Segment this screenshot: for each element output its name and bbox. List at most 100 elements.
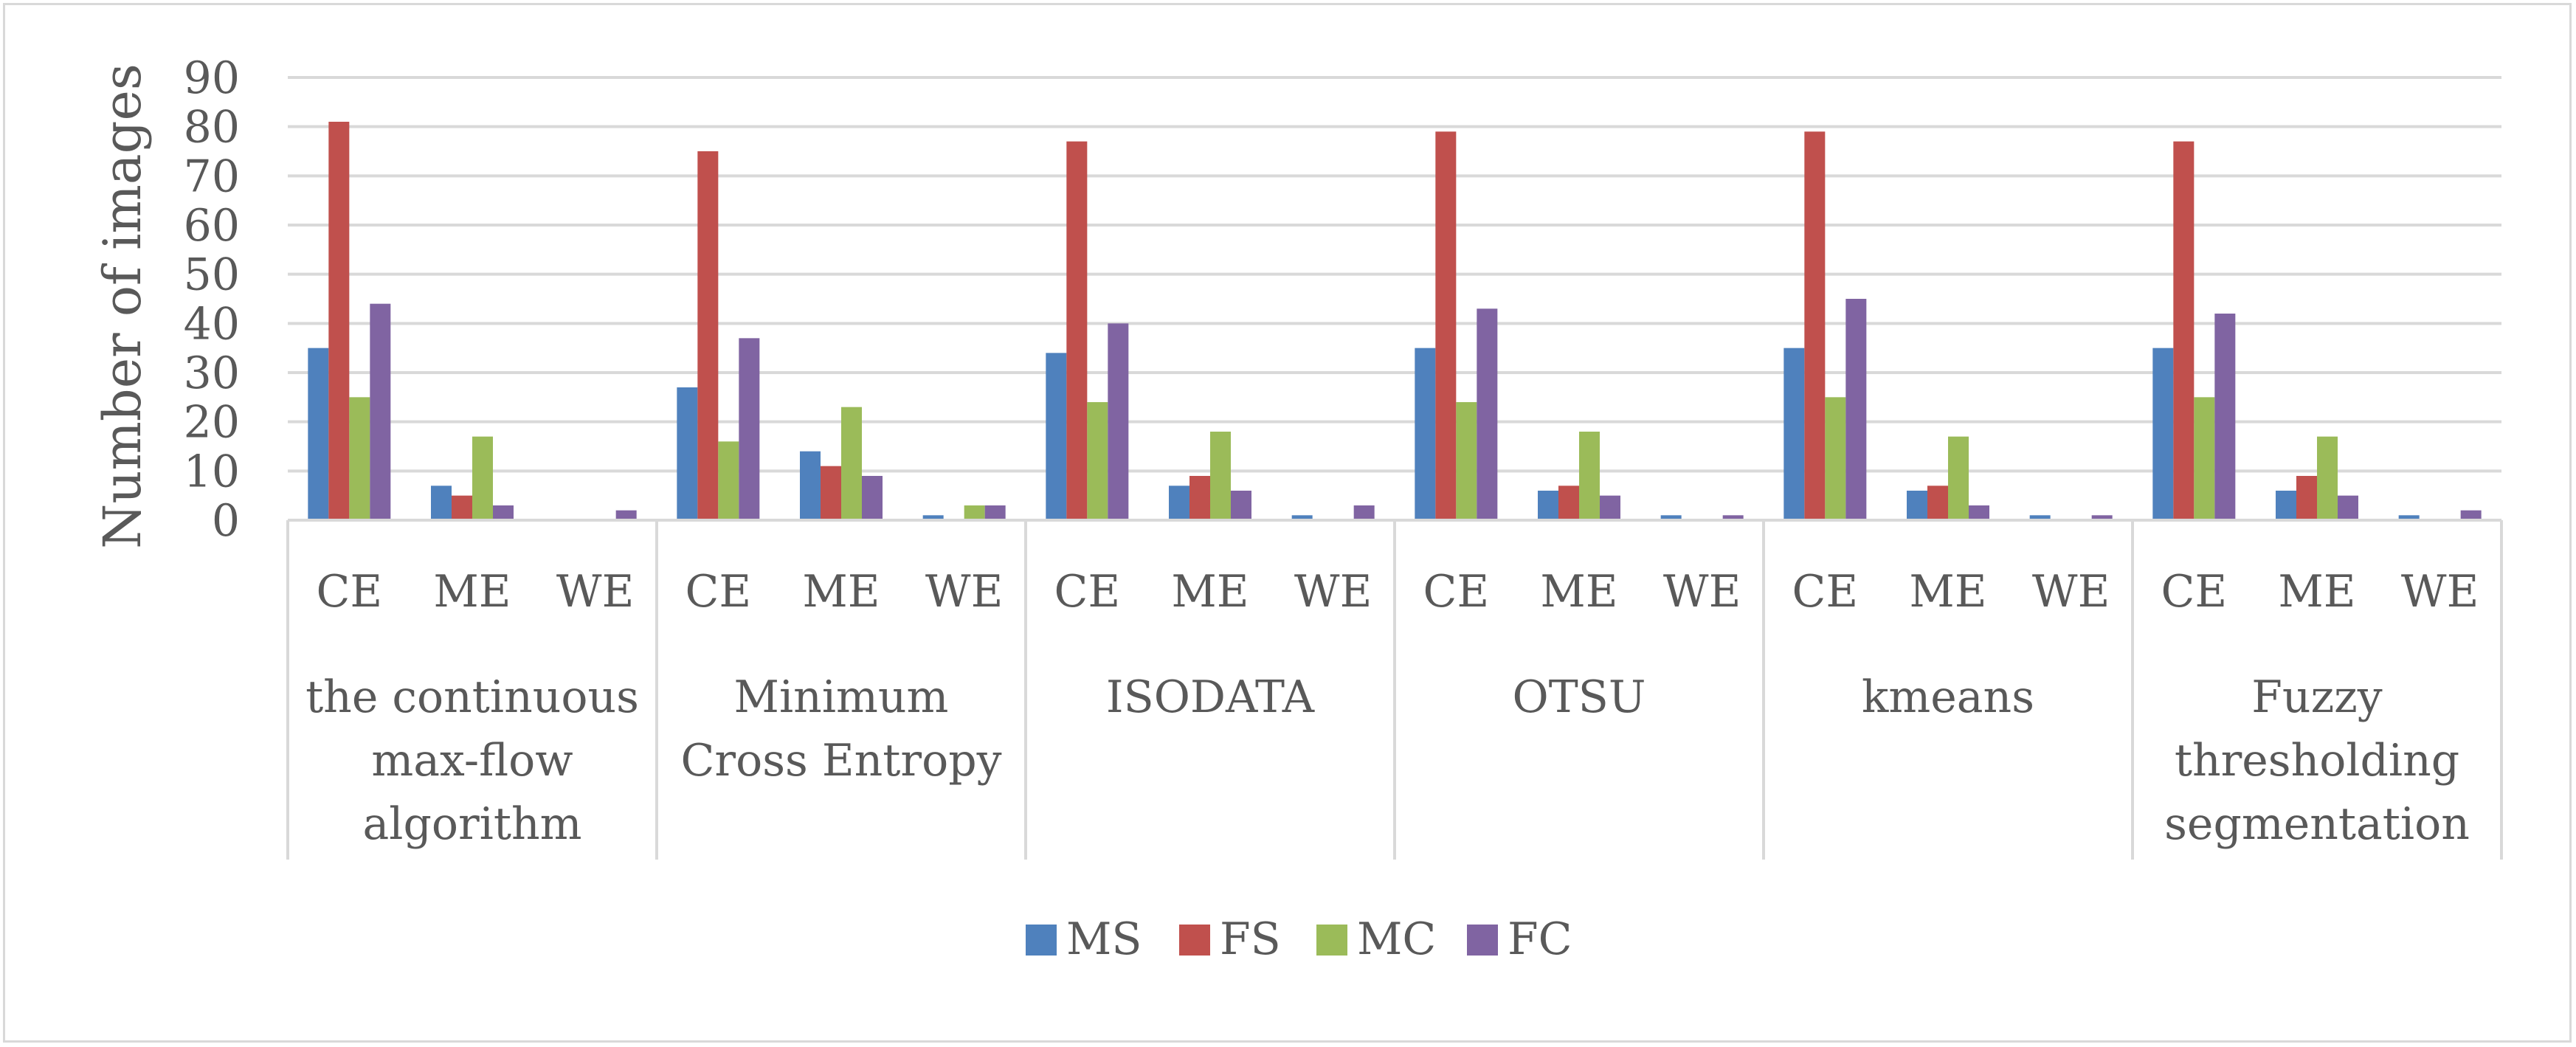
bar-fc-me <box>2338 495 2358 520</box>
bar-ms-me <box>800 451 821 520</box>
bar-fs-ce <box>328 122 350 520</box>
bar-fc-we <box>984 505 1006 520</box>
bar-ms-ce <box>1415 348 1436 520</box>
subcategory-label-we: WE <box>556 566 634 618</box>
y-tick-label-90: 90 <box>184 52 240 104</box>
group-label: Cross Entropy <box>680 735 1001 787</box>
legend-label-mc: MC <box>1357 913 1436 965</box>
subcategory-label-me: ME <box>1909 566 1986 618</box>
legend-swatch-mc <box>1316 925 1347 956</box>
group-label: Minimum <box>734 671 949 723</box>
legend-swatch-fc <box>1467 925 1498 956</box>
bar-ms-ce <box>1046 353 1067 520</box>
bar-ms-we <box>1660 515 1682 520</box>
bar-fc-we <box>1353 505 1375 520</box>
bar-ms-we <box>1291 515 1313 520</box>
bar-fc-we <box>1722 515 1744 520</box>
bar-fs-ce <box>2173 141 2195 520</box>
bar-mc-ce <box>1456 402 1477 520</box>
bar-ms-me <box>1169 486 1189 520</box>
bar-fs-me <box>452 495 472 520</box>
y-tick-label-60: 60 <box>184 200 240 252</box>
y-tick-label-70: 70 <box>184 151 240 202</box>
bar-mc-ce <box>349 397 370 520</box>
bar-ms-me <box>1538 491 1558 520</box>
legend-swatch-ms <box>1026 925 1057 956</box>
y-tick-label-40: 40 <box>184 298 240 350</box>
subcategory-label-ce: CE <box>2161 566 2227 618</box>
bar-ms-me <box>2276 491 2296 520</box>
bar-fc-we <box>2091 515 2113 520</box>
bar-mc-ce <box>718 441 739 520</box>
bar-fs-me <box>1927 486 1948 520</box>
bar-fs-ce <box>1435 131 1457 521</box>
group-label: segmentation <box>2164 798 2470 850</box>
bar-mc-we <box>964 505 985 520</box>
subcategory-label-me: ME <box>1540 566 1617 618</box>
subcategory-label-me: ME <box>433 566 511 618</box>
bar-fc-ce <box>739 338 760 520</box>
subcategory-label-we: WE <box>925 566 1003 618</box>
group-label: thresholding <box>2175 735 2459 787</box>
bar-fs-me <box>2296 476 2317 520</box>
bar-fs-me <box>1189 476 1210 520</box>
bar-mc-ce <box>2194 397 2215 520</box>
bar-fs-me <box>821 466 841 520</box>
subcategory-label-me: ME <box>1171 566 1249 618</box>
y-axis-title: Number of images <box>92 63 153 549</box>
bar-fc-me <box>1969 505 1989 520</box>
y-tick-label-80: 80 <box>184 102 240 153</box>
bar-mc-me <box>1210 432 1231 520</box>
y-tick-label-0: 0 <box>212 495 240 547</box>
y-tick-label-30: 30 <box>184 348 240 399</box>
bar-mc-me <box>841 407 862 520</box>
bar-mc-me <box>1579 432 1600 520</box>
group-label: Fuzzy <box>2251 671 2382 723</box>
bar-fc-me <box>493 505 514 520</box>
bar-fc-ce <box>1477 308 1498 520</box>
group-label: max-flow <box>371 735 573 787</box>
subcategory-label-ce: CE <box>316 566 382 618</box>
group-label: algorithm <box>362 798 581 850</box>
y-tick-label-50: 50 <box>184 249 240 301</box>
bar-fs-ce <box>697 151 719 520</box>
subcategory-label-we: WE <box>1663 566 1741 618</box>
subcategory-label-me: ME <box>802 566 880 618</box>
bar-ms-ce <box>2152 348 2174 520</box>
bar-fc-ce <box>2214 314 2236 520</box>
legend-label-ms: MS <box>1066 913 1142 965</box>
bar-fc-me <box>1231 491 1251 520</box>
bar-fc-me <box>1600 495 1620 520</box>
subcategory-label-we: WE <box>1294 566 1372 618</box>
bar-ms-ce <box>308 348 329 520</box>
bar-mc-me <box>2317 436 2338 520</box>
y-tick-label-10: 10 <box>184 446 240 497</box>
bar-ms-me <box>431 486 452 520</box>
bar-fc-we <box>2460 510 2482 520</box>
legend-swatch-fs <box>1179 925 1210 956</box>
bar-fc-ce <box>1108 323 1129 520</box>
bar-fc-ce <box>370 303 391 520</box>
bar-ms-we <box>2029 515 2051 520</box>
bar-fs-me <box>1558 486 1579 520</box>
bar-ms-we <box>2398 515 2420 520</box>
bar-mc-me <box>472 436 493 520</box>
legend-label-fc: FC <box>1508 913 1572 965</box>
bar-ms-we <box>922 515 944 520</box>
subcategory-label-we: WE <box>2401 566 2479 618</box>
group-label: the continuous <box>305 671 639 723</box>
bar-fc-ce <box>1845 299 1867 520</box>
subcategory-label-me: ME <box>2278 566 2355 618</box>
bar-mc-ce <box>1087 402 1108 520</box>
bar-fc-me <box>862 476 883 520</box>
y-tick-label-20: 20 <box>184 397 240 449</box>
bar-fc-we <box>615 510 637 520</box>
legend-label-fs: FS <box>1220 913 1281 965</box>
subcategory-label-ce: CE <box>1054 566 1120 618</box>
bar-fs-ce <box>1804 131 1826 521</box>
subcategory-label-we: WE <box>2032 566 2110 618</box>
bar-ms-ce <box>1783 348 1805 520</box>
bar-ms-ce <box>677 387 698 520</box>
subcategory-label-ce: CE <box>1792 566 1858 618</box>
